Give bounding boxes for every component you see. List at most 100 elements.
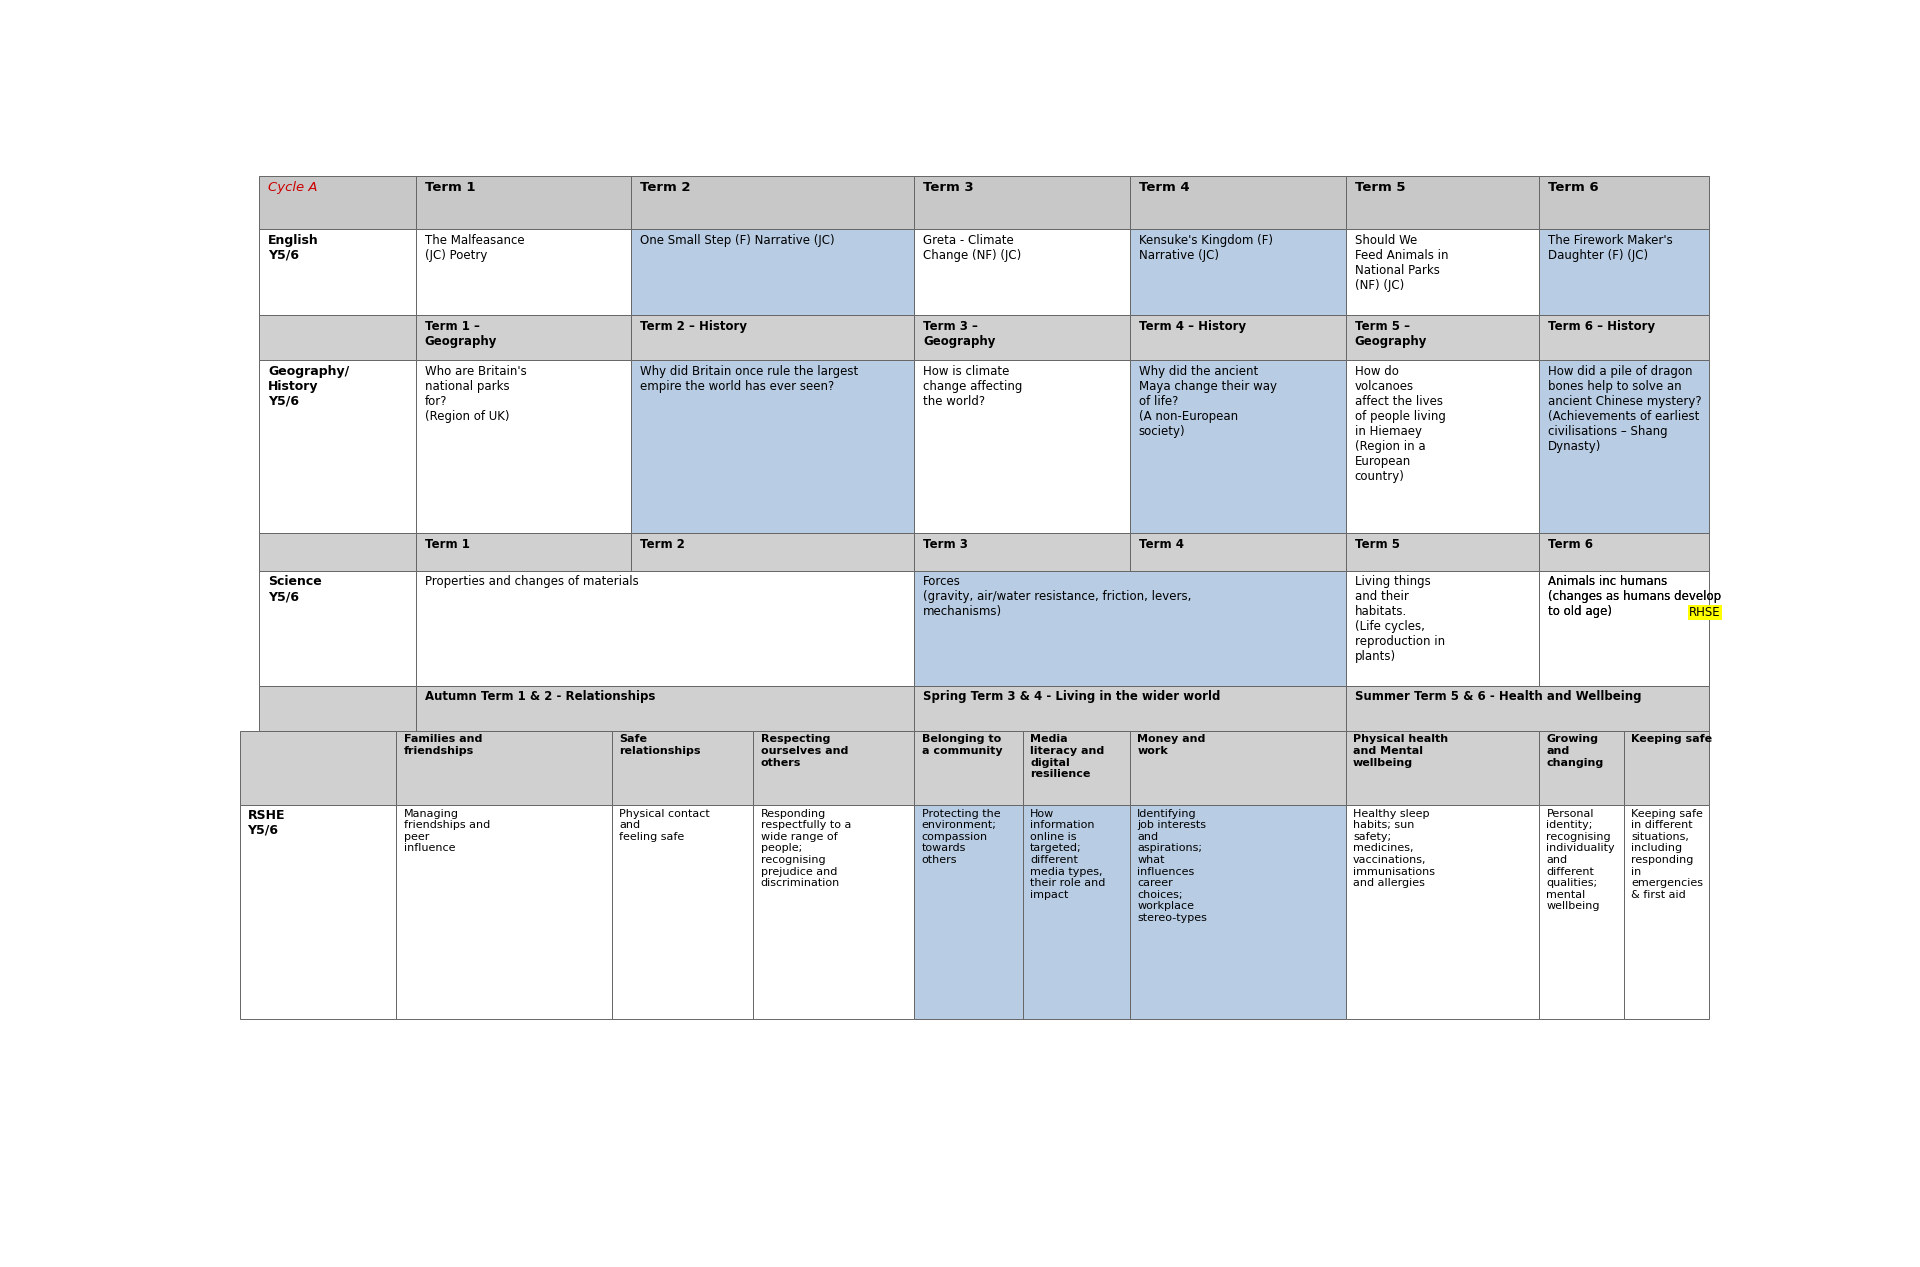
Text: How is climate
change affecting
the world?: How is climate change affecting the worl… [924, 365, 1021, 408]
Text: Term 1: Term 1 [424, 538, 468, 551]
Text: How
information
online is
targeted;
different
media types,
their role and
impact: How information online is targeted; diff… [1031, 808, 1106, 900]
Bar [753, 805, 914, 1020]
Text: Why did the ancient
Maya change their way
of life?
(A non-European
society): Why did the ancient Maya change their wa… [1139, 365, 1277, 437]
Text: Cycle A: Cycle A [269, 181, 319, 194]
Text: Term 5: Term 5 [1354, 538, 1400, 551]
Text: Term 3: Term 3 [924, 181, 973, 194]
Text: Personal
identity;
recognising
individuality
and
different
qualities;
mental
wel: Personal identity; recognising individua… [1546, 808, 1615, 911]
Text: Safe
relationships: Safe relationships [620, 735, 701, 756]
Bar [1540, 360, 1709, 533]
Bar [914, 805, 1023, 1020]
Text: Term 2: Term 2 [639, 538, 685, 551]
Text: Term 1: Term 1 [424, 181, 474, 194]
Text: Keeping safe
in different
situations,
including
responding
in
emergencies
& firs: Keeping safe in different situations, in… [1632, 808, 1703, 900]
Text: Geography/
History
Y5/6: Geography/ History Y5/6 [269, 365, 349, 408]
Bar [1346, 533, 1540, 570]
Text: The Malfeasance
(JC) Poetry: The Malfeasance (JC) Poetry [424, 234, 524, 262]
Text: Term 1 –
Geography: Term 1 – Geography [424, 319, 497, 347]
Text: Kensuke's Kingdom (F)
Narrative (JC): Kensuke's Kingdom (F) Narrative (JC) [1139, 234, 1273, 262]
Bar [1540, 229, 1709, 315]
Bar [415, 229, 632, 315]
Text: Spring Term 3 & 4 - Living in the wider world: Spring Term 3 & 4 - Living in the wider … [924, 691, 1221, 703]
Text: Families and
friendships: Families and friendships [403, 735, 482, 756]
Bar [240, 805, 396, 1020]
Bar [1023, 805, 1129, 1020]
Text: Belonging to
a community: Belonging to a community [922, 735, 1002, 756]
Text: Why did Britain once rule the largest
empire the world has ever seen?: Why did Britain once rule the largest em… [639, 365, 858, 393]
Text: Term 4: Term 4 [1139, 538, 1185, 551]
Text: Animals inc humans
(changes as humans develop
to old age): Animals inc humans (changes as humans de… [1548, 575, 1720, 618]
Text: How do
volcanoes
affect the lives
of people living
in Hiemaey
(Region in a
Europ: How do volcanoes affect the lives of peo… [1354, 365, 1446, 483]
Text: Summer Term 5 & 6 - Health and Wellbeing: Summer Term 5 & 6 - Health and Wellbeing [1354, 691, 1642, 703]
Text: Term 5: Term 5 [1354, 181, 1405, 194]
Bar [632, 176, 914, 229]
Text: Term 2: Term 2 [639, 181, 691, 194]
Text: Term 2 – History: Term 2 – History [639, 319, 747, 333]
Bar [1346, 315, 1540, 360]
Bar [1540, 533, 1709, 570]
Text: Term 4 – History: Term 4 – History [1139, 319, 1246, 333]
Bar [914, 315, 1129, 360]
Bar [1346, 685, 1709, 731]
Bar [259, 229, 415, 315]
Bar [632, 533, 914, 570]
Text: Term 3 –
Geography: Term 3 – Geography [924, 319, 995, 347]
Bar [415, 570, 914, 685]
Text: Animals inc humans
(changes as humans develop
to old age): Animals inc humans (changes as humans de… [1548, 576, 1720, 620]
Bar [415, 685, 914, 731]
Text: Term 3: Term 3 [924, 538, 968, 551]
Text: Should We
Feed Animals in
National Parks
(NF) (JC): Should We Feed Animals in National Parks… [1354, 234, 1448, 291]
Text: Physical health
and Mental
wellbeing: Physical health and Mental wellbeing [1354, 735, 1448, 768]
Text: Growing
and
changing: Growing and changing [1546, 735, 1603, 768]
Bar [1129, 805, 1346, 1020]
Bar [415, 360, 632, 533]
Text: Term 6: Term 6 [1548, 181, 1599, 194]
Bar [396, 731, 612, 805]
Text: RHSE: RHSE [1690, 606, 1720, 618]
Bar [914, 229, 1129, 315]
Text: Media
literacy and
digital
resilience: Media literacy and digital resilience [1031, 735, 1104, 779]
Bar [1540, 731, 1624, 805]
Bar [1129, 315, 1346, 360]
Text: Term 5 –
Geography: Term 5 – Geography [1354, 319, 1427, 347]
Text: Responding
respectfully to a
wide range of
people;
recognising
prejudice and
dis: Responding respectfully to a wide range … [760, 808, 851, 888]
Text: Greta - Climate
Change (NF) (JC): Greta - Climate Change (NF) (JC) [924, 234, 1021, 262]
Bar [240, 731, 396, 805]
Bar [914, 533, 1129, 570]
Bar [753, 731, 914, 805]
Bar [914, 360, 1129, 533]
Text: Managing
friendships and
peer
influence: Managing friendships and peer influence [403, 808, 490, 854]
Text: Term 6: Term 6 [1548, 538, 1594, 551]
Text: Animals inc humans
(changes as humans develop
to old age): Animals inc humans (changes as humans de… [1548, 575, 1720, 618]
Text: Science
Y5/6: Science Y5/6 [269, 575, 323, 603]
Text: Physical contact
and
feeling safe: Physical contact and feeling safe [620, 808, 710, 841]
Text: Healthy sleep
habits; sun
safety;
medicines,
vaccinations,
immunisations
and all: Healthy sleep habits; sun safety; medici… [1354, 808, 1434, 888]
Bar [396, 805, 612, 1020]
Bar [415, 176, 632, 229]
Bar [612, 805, 753, 1020]
Bar [1624, 805, 1709, 1020]
Bar [1129, 360, 1346, 533]
Bar [259, 360, 415, 533]
Bar [1346, 570, 1540, 685]
Bar [1346, 229, 1540, 315]
Text: Living things
and their
habitats.
(Life cycles,
reproduction in
plants): Living things and their habitats. (Life … [1354, 575, 1444, 663]
Bar [914, 685, 1346, 731]
Text: Autumn Term 1 & 2 - Relationships: Autumn Term 1 & 2 - Relationships [424, 691, 655, 703]
Text: Term 6 – History: Term 6 – History [1548, 319, 1655, 333]
Bar [415, 315, 632, 360]
Text: Who are Britain's
national parks
for?
(Region of UK): Who are Britain's national parks for? (R… [424, 365, 526, 422]
Bar [914, 731, 1023, 805]
Bar [1129, 176, 1346, 229]
Bar [612, 731, 753, 805]
Bar [259, 315, 415, 360]
Bar [1540, 176, 1709, 229]
Text: Keeping safe: Keeping safe [1632, 735, 1713, 745]
Text: English
Y5/6: English Y5/6 [269, 234, 319, 262]
Bar [1540, 570, 1709, 685]
Text: Respecting
ourselves and
others: Respecting ourselves and others [760, 735, 849, 768]
Bar [259, 570, 415, 685]
Text: Money and
work: Money and work [1137, 735, 1206, 756]
Bar [914, 570, 1346, 685]
Bar [1346, 176, 1540, 229]
